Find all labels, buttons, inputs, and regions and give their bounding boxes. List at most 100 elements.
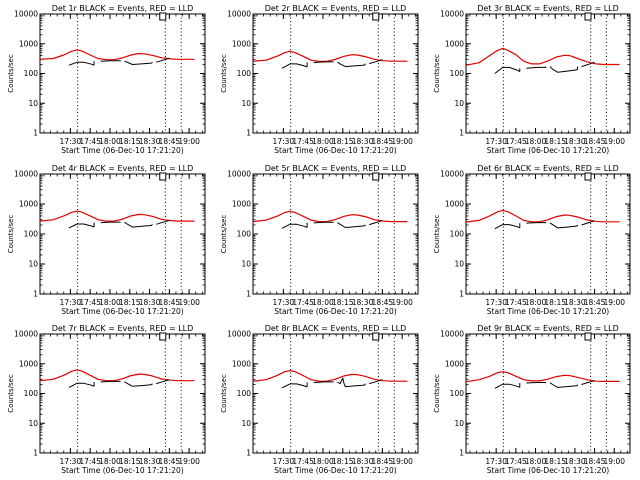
y-tick-label: 100 — [450, 230, 465, 239]
events-series-segment — [369, 59, 383, 65]
x-tick-label: 18:45 — [159, 457, 181, 466]
detector-panel-1: Det 1r BLACK = Events, RED = LLD 1 10 100 10… — [7, 4, 206, 155]
y-tick-label: 1 — [33, 449, 38, 458]
x-tick-label: 17:30 — [273, 137, 295, 146]
x-tick-label: 18:00 — [99, 457, 121, 466]
events-series-segment — [68, 61, 95, 66]
x-tick-label: 18:30 — [352, 298, 374, 307]
detector-panel-3: Det 3r BLACK = Events, RED = LLD 1 10 100 10… — [433, 4, 631, 155]
lld-series-line — [39, 369, 195, 382]
detector-panel-2: Det 2r BLACK = Events, RED = LLD 1 10 100 10… — [220, 4, 419, 155]
y-axis-label: Counts/sec — [7, 54, 15, 93]
detector-panel-5: Det 5r BLACK = Events, RED = LLD 1 10 100 10… — [220, 164, 419, 316]
x-tick-label: 18:45 — [584, 137, 606, 146]
y-tick-label: 10000 — [14, 330, 38, 339]
x-tick-label: 18:00 — [99, 298, 121, 307]
flag-marker — [372, 332, 380, 341]
y-tick-label: 1 — [33, 129, 38, 138]
y-tick-label: 100 — [450, 69, 465, 78]
x-tick-label: 17:30 — [60, 457, 82, 466]
plot-frame — [252, 13, 419, 134]
flag-marker — [372, 12, 380, 21]
panel-title: Det 8r BLACK = Events, RED = LLD — [265, 324, 407, 333]
events-series-segment — [281, 63, 308, 69]
detector-panel-7: Det 7r BLACK = Events, RED = LLD 1 10 100 10… — [7, 324, 206, 475]
panel-title: Det 4r BLACK = Events, RED = LLD — [52, 164, 194, 173]
x-tick-label: 19:00 — [603, 457, 625, 466]
x-axis-label: Start Time (06-Dec-10 17:21:20) — [274, 146, 396, 155]
x-tick-label: 17:45 — [292, 137, 314, 146]
x-tick-label: 17:45 — [79, 457, 101, 466]
x-tick-label: 18:00 — [312, 298, 334, 307]
y-tick-label: 1000 — [19, 39, 38, 48]
detector-panel-6: Det 6r BLACK = Events, RED = LLD 1 10 100 10… — [433, 164, 631, 316]
y-tick-label: 100 — [237, 69, 252, 78]
y-tick-label: 1 — [33, 290, 38, 299]
x-tick-label: 17:30 — [485, 298, 507, 307]
events-series-segment — [156, 57, 170, 63]
y-tick-label: 100 — [24, 69, 39, 78]
y-tick-label: 10000 — [227, 170, 251, 179]
events-series-segment — [494, 224, 521, 230]
y-axis-label: Counts/sec — [433, 215, 441, 254]
events-series-segment — [68, 223, 95, 229]
x-axis-label: Start Time (06-Dec-10 17:21:20) — [61, 466, 183, 475]
panel-title: Det 1r BLACK = Events, RED = LLD — [52, 4, 194, 13]
y-tick-label: 1 — [459, 290, 464, 299]
panel-title: Det 6r BLACK = Events, RED = LLD — [477, 164, 619, 173]
x-tick-label: 17:45 — [505, 137, 527, 146]
y-tick-label: 1000 — [232, 359, 251, 368]
x-tick-label: 18:45 — [372, 457, 394, 466]
events-series-segment — [549, 382, 578, 388]
y-tick-label: 100 — [24, 389, 39, 398]
x-axis-label: Start Time (06-Dec-10 17:21:20) — [274, 466, 396, 475]
lld-series-line — [39, 210, 195, 222]
events-series-segment — [124, 60, 153, 65]
x-tick-label: 19:00 — [391, 298, 413, 307]
events-series-segment — [526, 222, 546, 224]
x-axis-label: Start Time (06-Dec-10 17:21:20) — [61, 146, 183, 155]
y-tick-label: 1000 — [19, 359, 38, 368]
x-tick-label: 18:30 — [352, 457, 374, 466]
events-series-segment — [313, 381, 334, 383]
y-tick-label: 1000 — [232, 39, 251, 48]
flag-marker — [159, 12, 167, 21]
y-tick-label: 10 — [241, 99, 251, 108]
x-tick-label: 18:45 — [372, 137, 394, 146]
y-tick-label: 1000 — [19, 200, 38, 209]
plot-frame — [39, 173, 206, 295]
y-axis-label: Counts/sec — [7, 374, 15, 413]
x-tick-label: 18:30 — [139, 457, 161, 466]
flag-marker — [159, 332, 167, 341]
detector-panel-8: Det 8r BLACK = Events, RED = LLD 1 10 100 10… — [220, 324, 419, 475]
x-tick-label: 19:00 — [603, 137, 625, 146]
panel-title: Det 2r BLACK = Events, RED = LLD — [265, 4, 407, 13]
events-series-segment — [124, 221, 153, 228]
x-tick-label: 18:15 — [332, 137, 354, 146]
x-tick-label: 18:15 — [332, 298, 354, 307]
y-axis-label: Counts/sec — [220, 215, 228, 254]
x-axis-label: Start Time (06-Dec-10 17:21:20) — [487, 146, 609, 155]
y-tick-label: 10000 — [14, 10, 38, 19]
lld-series-line — [252, 370, 408, 382]
panel-title: Det 5r BLACK = Events, RED = LLD — [265, 164, 407, 173]
x-tick-label: 17:45 — [505, 298, 527, 307]
lld-series-line — [252, 210, 408, 223]
y-tick-label: 1000 — [232, 200, 251, 209]
events-series-segment — [337, 61, 366, 68]
events-series-segment — [156, 219, 170, 225]
x-axis-label: Start Time (06-Dec-10 17:21:20) — [61, 307, 183, 316]
y-axis-label: Counts/sec — [220, 374, 228, 413]
x-tick-label: 18:30 — [564, 298, 586, 307]
x-tick-label: 19:00 — [603, 298, 625, 307]
y-tick-label: 1 — [246, 290, 251, 299]
events-series-segment — [124, 381, 153, 387]
events-series-segment — [100, 221, 121, 224]
panel-title: Det 9r BLACK = Events, RED = LLD — [477, 324, 619, 333]
y-tick-label: 10 — [454, 99, 464, 108]
x-tick-label: 18:30 — [564, 457, 586, 466]
events-series-segment — [313, 221, 334, 224]
flag-marker — [159, 172, 167, 181]
x-tick-label: 17:45 — [79, 298, 101, 307]
x-tick-label: 19:00 — [178, 137, 200, 146]
